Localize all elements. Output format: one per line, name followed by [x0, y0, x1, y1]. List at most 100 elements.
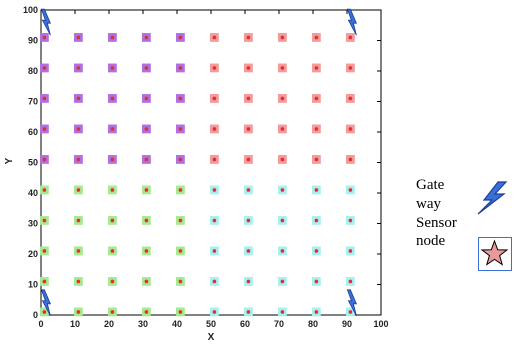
- sensor-node-center: [314, 157, 319, 162]
- sensor-node-center: [246, 66, 251, 70]
- sensor-node-point: [277, 63, 287, 73]
- sensor-node-center: [280, 188, 285, 192]
- sensor-node-center: [348, 249, 353, 253]
- sensor-node-center: [178, 96, 183, 101]
- sensor-node-center: [348, 279, 353, 284]
- sensor-node-point: [74, 246, 83, 256]
- sensor-node-center: [110, 188, 115, 192]
- sensor-node-point: [141, 33, 151, 42]
- sensor-node-point: [243, 63, 253, 73]
- sensor-node-center: [178, 127, 183, 131]
- sensor-node-center: [42, 66, 47, 70]
- sensor-node-point: [277, 246, 287, 256]
- sensor-node-point: [277, 307, 287, 317]
- sensor-node-point: [108, 216, 117, 225]
- sensor-node-center: [144, 279, 149, 284]
- sensor-node-point: [345, 277, 355, 286]
- sensor-node-center: [348, 127, 353, 131]
- sensor-node-point: [141, 155, 151, 164]
- sensor-node-center: [178, 310, 183, 314]
- sensor-node-point: [345, 33, 355, 42]
- sensor-node-point: [277, 124, 287, 134]
- sensor-node-point: [40, 94, 49, 103]
- x-axis: 0 10 20 30 40 50 60 70 80 90 100: [38, 10, 389, 329]
- sensor-node-center: [144, 310, 149, 314]
- y-tick-label: 30: [28, 219, 38, 229]
- sensor-node-center: [348, 157, 353, 162]
- sensor-node-center: [76, 96, 81, 101]
- sensor-node-point: [175, 124, 185, 134]
- sensor-node-center: [212, 310, 217, 314]
- sensor-node-point: [175, 246, 185, 256]
- sensor-node-point: [311, 94, 321, 103]
- sensor-node-center: [76, 310, 81, 314]
- sensor-node-point: [209, 277, 219, 286]
- x-tick-label: 60: [240, 319, 250, 329]
- sensor-node-point: [74, 94, 83, 103]
- x-tick-label: 100: [373, 319, 388, 329]
- sensor-node-point: [141, 185, 151, 195]
- sensor-node-center: [110, 218, 115, 223]
- sensor-node-center: [314, 127, 319, 131]
- sensor-node-center: [246, 310, 251, 314]
- sensor-node-point: [141, 63, 151, 73]
- sensor-node-point: [40, 277, 49, 286]
- sensor-node-center: [178, 218, 183, 223]
- y-axis-title: Y: [4, 157, 15, 164]
- sensor-node-center: [76, 35, 81, 40]
- sensor-node-point: [243, 33, 253, 42]
- sensor-node-point: [277, 185, 287, 195]
- sensor-node-point: [277, 155, 287, 164]
- sensor-node-center: [110, 127, 115, 131]
- sensor-node-center: [314, 96, 319, 101]
- sensor-node-point: [311, 246, 321, 256]
- y-tick-label: 40: [28, 188, 38, 198]
- sensor-node-center: [280, 127, 285, 131]
- sensor-node-center: [314, 66, 319, 70]
- sensor-node-center: [314, 249, 319, 253]
- sensor-node-point: [108, 94, 117, 103]
- sensor-node-point: [243, 216, 253, 225]
- sensor-node-point: [40, 63, 49, 73]
- sensor-node-center: [178, 35, 183, 40]
- sensor-node-point: [108, 155, 117, 164]
- sensor-node-point: [311, 185, 321, 195]
- legend-gateway-label-line1: Gate: [416, 177, 445, 193]
- sensor-node-point: [175, 33, 185, 42]
- y-tick-label: 60: [28, 127, 38, 137]
- sensor-node-center: [76, 188, 81, 192]
- sensor-node-center: [280, 66, 285, 70]
- sensor-node-center: [246, 249, 251, 253]
- sensor-node-center: [144, 188, 149, 192]
- sensor-node-point: [243, 277, 253, 286]
- sensor-node-point: [209, 155, 219, 164]
- sensor-node-point: [40, 124, 49, 134]
- sensor-node-center: [76, 127, 81, 131]
- lightning-bolt-icon: [40, 289, 52, 316]
- sensor-node-point: [74, 307, 83, 317]
- x-tick-label: 90: [342, 319, 352, 329]
- sensor-node-point: [311, 216, 321, 225]
- sensor-node-center: [314, 218, 319, 223]
- sensor-node-point: [108, 33, 117, 42]
- sensor-node-point: [345, 94, 355, 103]
- sensor-node-point: [277, 94, 287, 103]
- sensor-node-center: [42, 96, 47, 101]
- lightning-bolt-icon: [346, 289, 358, 316]
- sensor-node-center: [76, 279, 81, 284]
- sensor-node-center: [42, 249, 47, 253]
- sensor-node-point: [243, 185, 253, 195]
- sensor-node-center: [246, 279, 251, 284]
- sensor-node-point: [141, 277, 151, 286]
- sensor-node-center: [280, 279, 285, 284]
- lightning-bolt-icon: [346, 8, 358, 36]
- sensor-node-center: [212, 157, 217, 162]
- sensor-node-center: [144, 218, 149, 223]
- sensor-node-point: [175, 277, 185, 286]
- sensor-node-center: [246, 96, 251, 101]
- y-tick-label: 0: [33, 310, 38, 320]
- sensor-node-point: [209, 216, 219, 225]
- sensor-node-center: [246, 157, 251, 162]
- sensor-node-point: [74, 63, 83, 73]
- sensor-node-center: [42, 157, 47, 162]
